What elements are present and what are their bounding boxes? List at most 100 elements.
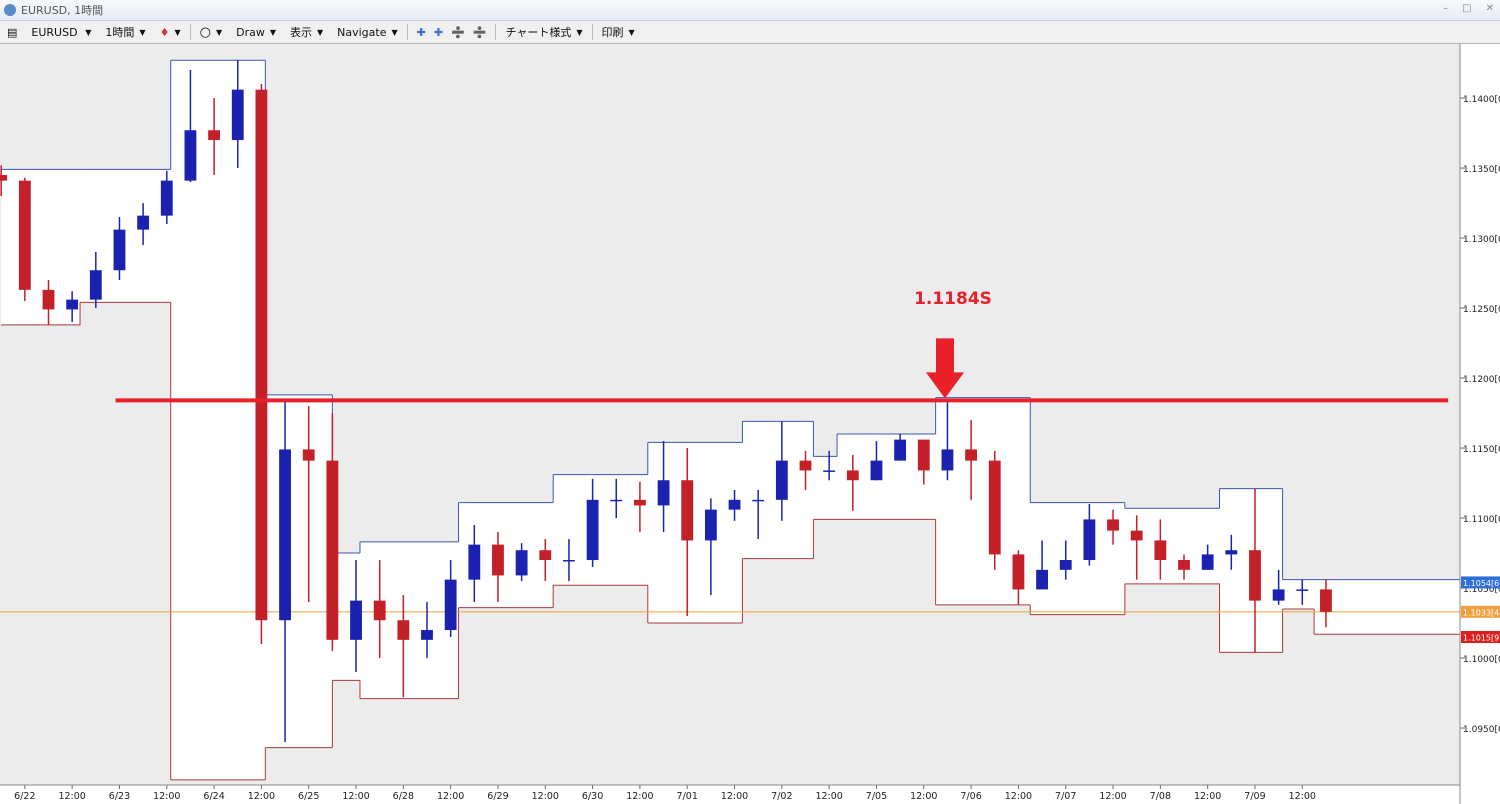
chart: 1.1184S 1.0950[0] 1.1000[0] 1.1050[0] 1.110…	[0, 44, 1500, 804]
print-label: 印刷	[601, 26, 624, 39]
candle-body	[184, 130, 197, 181]
price-tag-label: 1.1033[4]	[1463, 608, 1500, 617]
candle-body	[775, 460, 788, 500]
app-icon	[4, 4, 16, 16]
print-dropdown[interactable]: 印刷 ▼	[601, 26, 635, 39]
candle-body	[965, 449, 978, 461]
candle-body	[1201, 554, 1214, 570]
candle-body	[397, 620, 410, 640]
x-tick-label: 7/05	[866, 791, 887, 802]
y-tick-label: 1.1300[0]	[1463, 235, 1500, 245]
candle-body	[633, 499, 646, 506]
candle-body	[326, 460, 339, 640]
axes: 1.0950[0] 1.1000[0] 1.1050[0] 1.1100[0] 1.11…	[14, 95, 1500, 802]
x-tick-label: 12:00	[1099, 791, 1126, 802]
candle-body	[1272, 589, 1285, 601]
candle-body	[373, 600, 386, 621]
candle-body	[208, 130, 221, 141]
y-tick-label: 1.1000[0]	[1463, 655, 1500, 665]
y-tick-label: 1.1150[0]	[1463, 445, 1500, 455]
plot-area: 1.1184S	[0, 59, 1460, 781]
x-tick-label: 12:00	[910, 791, 937, 802]
x-tick-label: 7/08	[1150, 791, 1171, 802]
x-tick-label: 6/30	[582, 791, 603, 802]
candle-body	[823, 470, 836, 472]
minimize-button[interactable]: –	[1443, 3, 1449, 14]
candle-body	[1296, 589, 1309, 591]
separator	[591, 24, 593, 40]
annotation-arrow	[926, 338, 964, 399]
candle-body	[657, 480, 670, 506]
price-tag	[1461, 576, 1500, 589]
candle-body	[350, 600, 362, 640]
candle-body	[917, 439, 930, 471]
candle-body	[563, 560, 575, 562]
candle-body	[704, 509, 717, 541]
candle-body	[539, 550, 552, 561]
candle-body	[1059, 560, 1072, 570]
range-band	[1282, 579, 1315, 610]
x-tick-label: 6/22	[14, 791, 35, 802]
candle-body	[160, 180, 173, 216]
separator	[495, 24, 497, 40]
candle-body	[1320, 589, 1332, 612]
x-tick-label: 7/07	[1055, 791, 1076, 802]
candle-body	[42, 289, 55, 310]
candle-body	[279, 449, 291, 621]
range-band	[553, 474, 648, 586]
x-tick-label: 6/29	[487, 791, 508, 802]
annotation-text: 1.1184S	[914, 289, 992, 309]
draw-dropdown[interactable]: Draw ▼	[236, 25, 276, 39]
close-button[interactable]: ✕	[1485, 3, 1494, 14]
y-tick-label: 1.1250[0]	[1463, 305, 1500, 315]
price-tag-label: 1.1054[6]	[1463, 579, 1500, 588]
price-tag	[1461, 605, 1500, 618]
range-band	[813, 456, 838, 520]
candle-body	[492, 544, 504, 576]
symbol-icon[interactable]: ▤	[7, 25, 18, 39]
candle-body	[894, 439, 907, 461]
x-tick-label: 12:00	[58, 791, 85, 802]
title-bar: EURUSD, 1時間 – □ ✕	[0, 0, 1500, 21]
separator	[406, 24, 408, 40]
y-tick-label: 1.1200[0]	[1463, 375, 1500, 385]
draw-label: Draw	[236, 25, 265, 39]
range-band	[265, 394, 333, 748]
restore-button[interactable]: □	[1462, 3, 1472, 14]
view-label: 表示	[289, 26, 312, 39]
candle-body	[444, 579, 457, 631]
candle-body	[586, 499, 599, 561]
navigate-dropdown[interactable]: Navigate ▼	[337, 25, 398, 39]
zoom-buttons[interactable]: ✚ ✚ ➗ ➗	[416, 25, 487, 39]
x-tick-label: 7/06	[960, 791, 981, 802]
price-tag	[1461, 631, 1500, 644]
chart-style-dropdown[interactable]: チャート様式 ▼	[505, 26, 583, 39]
candle-body	[1107, 519, 1119, 531]
range-band	[647, 442, 743, 624]
x-tick-label: 12:00	[1005, 791, 1032, 802]
candle-body	[728, 499, 741, 510]
candle-body	[1130, 530, 1143, 541]
x-tick-label: 12:00	[532, 791, 559, 802]
x-tick-label: 6/25	[298, 791, 319, 802]
candle-body	[137, 215, 150, 230]
candle-body	[66, 299, 79, 310]
x-tick-label: 7/01	[677, 791, 698, 802]
x-tick-label: 6/24	[203, 791, 224, 802]
candle-body	[1036, 569, 1048, 590]
candle-body	[752, 499, 765, 502]
x-tick-label: 12:00	[815, 791, 842, 802]
timeframe-dropdown[interactable]: 1時間 ▼	[105, 26, 146, 39]
candle-body	[255, 89, 268, 621]
symbol-dropdown[interactable]: EURUSD ▼	[31, 25, 92, 39]
shape-dropdown[interactable]: ○ ▼	[199, 24, 223, 40]
range-band	[1, 169, 81, 325]
view-dropdown[interactable]: 表示 ▼	[289, 26, 324, 39]
chart-type-dropdown[interactable]: ♦ ▼	[159, 25, 181, 39]
candle-body	[1012, 554, 1025, 590]
candle-body	[89, 270, 102, 300]
window-controls: – □ ✕	[1443, 3, 1494, 14]
x-tick-label: 12:00	[437, 791, 464, 802]
y-tick-label: 1.1400[0]	[1463, 95, 1500, 105]
